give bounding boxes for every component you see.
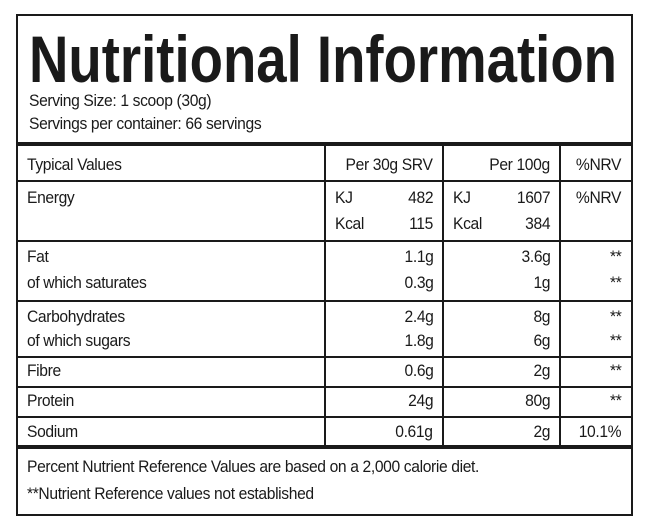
- column-rule: [559, 146, 561, 446]
- nrv-cell: %NRV: [575, 188, 622, 207]
- serving-size: Serving Size: 1 scoop (30g): [29, 91, 212, 110]
- nrv-cell: **: [609, 331, 622, 350]
- border-bottom: [16, 514, 633, 516]
- border-left: [16, 14, 18, 516]
- per-100g-value: 2g: [533, 361, 550, 380]
- servings-per-container: Servings per container: 66 servings: [29, 114, 262, 133]
- row-label: Fibre: [27, 361, 61, 380]
- header-cell: Typical Values: [27, 155, 122, 174]
- energy-value: 384: [525, 214, 550, 233]
- per-serve-value: 2.4g: [404, 307, 433, 326]
- per-100g-value: 80g: [525, 391, 550, 410]
- row-label: of which saturates: [27, 273, 147, 292]
- row-label: Carbohydrates: [27, 307, 125, 326]
- title-area: Nutritional Information: [29, 22, 617, 96]
- column-rule: [442, 146, 444, 446]
- per-serve-value: 1.8g: [404, 331, 433, 350]
- nrv-cell: **: [609, 361, 622, 380]
- row-label: Sodium: [27, 422, 78, 441]
- footnote: Percent Nutrient Reference Values are ba…: [27, 457, 480, 476]
- energy-unit: Kcal: [335, 214, 364, 233]
- per-serve-value: 1.1g: [404, 247, 433, 266]
- per-100g-value: 8g: [533, 307, 550, 326]
- nrv-cell: **: [609, 307, 622, 326]
- energy-value: 482: [408, 188, 433, 207]
- row-rule: [16, 180, 633, 182]
- per-serve-value: 0.3g: [404, 273, 433, 292]
- header-cell: Per 100g: [489, 155, 550, 174]
- per-serve-value: 0.61g: [395, 422, 434, 441]
- header-cell: %NRV: [575, 155, 622, 174]
- border-right: [631, 14, 633, 516]
- energy-unit: Kcal: [453, 214, 482, 233]
- row-rule: [16, 356, 633, 358]
- row-rule: [16, 386, 633, 388]
- title: Nutritional Information: [29, 22, 617, 96]
- per-serve-value: 0.6g: [404, 361, 433, 380]
- row-label: Protein: [27, 391, 74, 410]
- border-top: [16, 14, 633, 16]
- energy-unit: KJ: [335, 188, 353, 207]
- row-rule: [16, 416, 633, 418]
- per-100g-value: 3.6g: [521, 247, 550, 266]
- row-label: Fat: [27, 247, 49, 266]
- row-label: Energy: [27, 188, 75, 207]
- row-label: of which sugars: [27, 331, 131, 350]
- nrv-cell: **: [609, 273, 622, 292]
- energy-unit: KJ: [453, 188, 471, 207]
- thick-rule: [16, 445, 633, 449]
- per-serve-value: 24g: [408, 391, 433, 410]
- nrv-cell: **: [609, 391, 622, 410]
- per-100g-value: 2g: [533, 422, 550, 441]
- header-cell: Per 30g SRV: [346, 155, 433, 174]
- energy-value: 115: [409, 214, 433, 233]
- footnote: **Nutrient Reference values not establis…: [27, 484, 314, 503]
- per-100g-value: 1g: [533, 273, 550, 292]
- row-rule: [16, 240, 633, 242]
- nrv-cell: 10.1%: [578, 422, 621, 441]
- nrv-cell: **: [609, 247, 622, 266]
- energy-value: 1607: [516, 188, 551, 207]
- per-100g-value: 6g: [533, 331, 550, 350]
- thick-rule: [16, 142, 633, 146]
- column-rule: [324, 146, 326, 446]
- row-rule: [16, 300, 633, 302]
